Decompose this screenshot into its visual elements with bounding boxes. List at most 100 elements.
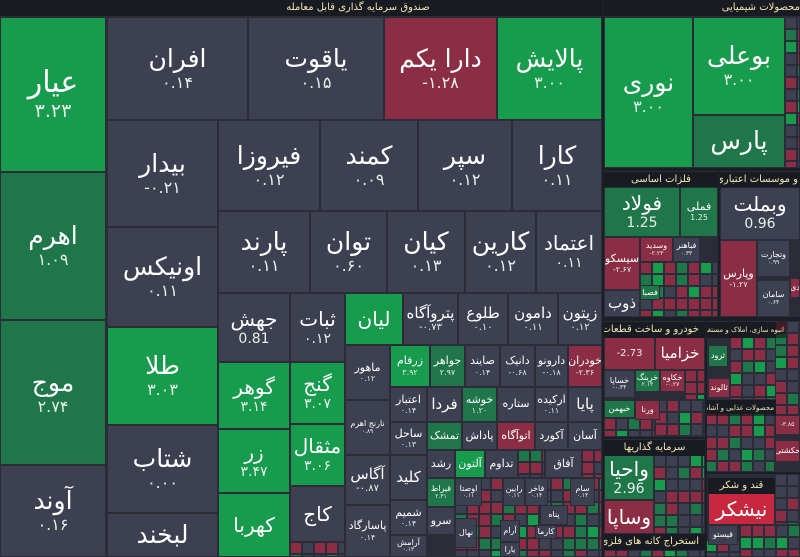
mosaic-cell[interactable] bbox=[785, 53, 797, 65]
mosaic-cell[interactable] bbox=[616, 430, 628, 437]
mosaic-cell[interactable] bbox=[690, 455, 702, 467]
mosaic-cell[interactable] bbox=[666, 527, 678, 534]
stock-tile[interactable]: کهربا bbox=[218, 493, 290, 557]
mosaic-cell[interactable] bbox=[754, 337, 766, 349]
mosaic-cell[interactable] bbox=[742, 385, 754, 397]
mosaic-cell[interactable] bbox=[491, 490, 503, 502]
mosaic-cell[interactable] bbox=[599, 514, 602, 526]
mosaic-cell[interactable] bbox=[539, 538, 551, 550]
mosaic-cell[interactable] bbox=[775, 369, 787, 381]
stock-tile[interactable]: ثرود bbox=[708, 345, 728, 367]
mosaic-cell[interactable] bbox=[604, 550, 616, 557]
mosaic-cell[interactable] bbox=[326, 542, 338, 554]
stock-tile[interactable]: نارنج اهرم ۰.۸۹ bbox=[345, 400, 390, 455]
mosaic-cell[interactable] bbox=[775, 393, 787, 405]
stock-tile[interactable]: توان ۰.۶۰ bbox=[310, 211, 387, 293]
mosaic-cell[interactable] bbox=[678, 467, 690, 479]
stock-tile[interactable]: فیروزا ۰.۱۲ bbox=[218, 120, 320, 211]
mosaic-cell[interactable] bbox=[752, 525, 764, 537]
mosaic-cell[interactable] bbox=[678, 491, 690, 503]
stock-tile[interactable]: سپر ۰.۱۲ bbox=[418, 120, 512, 211]
mosaic-cell[interactable] bbox=[688, 310, 700, 317]
mosaic-cell[interactable] bbox=[654, 503, 666, 515]
mosaic-cell[interactable] bbox=[785, 113, 797, 125]
stock-tile[interactable]: پارند ۰.۱۱ bbox=[218, 211, 310, 293]
mosaic-cell[interactable] bbox=[712, 310, 718, 317]
mosaic-cell[interactable] bbox=[688, 298, 700, 310]
stock-tile[interactable]: عیار ۳.۲۳ bbox=[0, 17, 106, 172]
mosaic-cell[interactable] bbox=[652, 310, 664, 317]
stock-tile[interactable]: نوری ۳.۰۰ bbox=[604, 17, 693, 168]
stock-tile[interactable]: آسان bbox=[568, 422, 602, 450]
mosaic-cell[interactable] bbox=[785, 29, 797, 41]
stock-tile[interactable]: ارکیده ۰.۱۱ bbox=[535, 387, 568, 422]
stock-tile[interactable]: خکاوه -۰.۲۷ bbox=[660, 370, 685, 392]
mosaic-cell[interactable] bbox=[654, 527, 666, 534]
mosaic-cell[interactable] bbox=[740, 537, 752, 549]
mosaic-cell[interactable] bbox=[787, 357, 799, 369]
mosaic-cell[interactable] bbox=[754, 349, 766, 361]
mosaic-cell[interactable] bbox=[712, 262, 718, 274]
mosaic-cell[interactable] bbox=[530, 474, 542, 478]
stock-tile[interactable]: تداوم bbox=[485, 450, 518, 478]
mosaic-cell[interactable] bbox=[775, 510, 787, 522]
stock-tile[interactable]: حکشتی bbox=[775, 440, 800, 462]
mosaic-cell[interactable] bbox=[775, 405, 787, 415]
stock-tile[interactable]: بیدار -۰.۲۱ bbox=[107, 120, 218, 227]
stock-tile[interactable]: پایا bbox=[568, 387, 602, 422]
stock-tile[interactable]: ثبات ۰.۱۲ bbox=[290, 293, 345, 362]
mosaic-cell[interactable] bbox=[338, 542, 345, 554]
mosaic-cell[interactable] bbox=[664, 310, 676, 317]
mosaic-cell[interactable] bbox=[787, 510, 799, 522]
stock-tile[interactable]: خساپا -۰.۳۴ bbox=[604, 370, 635, 398]
mosaic-cell[interactable] bbox=[667, 424, 679, 436]
mosaic-cell[interactable] bbox=[664, 262, 676, 274]
mosaic-cell[interactable] bbox=[717, 552, 729, 557]
stock-tile[interactable]: پناه bbox=[540, 505, 568, 525]
stock-tile[interactable]: نیشکر bbox=[708, 493, 775, 525]
stock-tile[interactable]: اهرم ۱.۰۹ bbox=[0, 172, 106, 320]
mosaic-cell[interactable] bbox=[754, 373, 766, 385]
mosaic-cell[interactable] bbox=[785, 17, 797, 29]
mosaic-cell[interactable] bbox=[676, 286, 688, 298]
mosaic-cell[interactable] bbox=[688, 286, 700, 298]
mosaic-cell[interactable] bbox=[676, 274, 688, 286]
mosaic-cell[interactable] bbox=[676, 310, 688, 317]
mosaic-cell[interactable] bbox=[582, 450, 594, 462]
stock-tile[interactable]: مثقال ۳.۰۶ bbox=[290, 424, 345, 486]
stock-tile[interactable]: موج ۲.۷۴ bbox=[0, 320, 106, 465]
mosaic-cell[interactable] bbox=[741, 461, 753, 472]
mosaic-cell[interactable] bbox=[527, 550, 539, 557]
stock-tile[interactable]: شتاب ۰.۰۰ bbox=[107, 425, 218, 513]
stock-tile[interactable]: جواهر ۲.۹۷ bbox=[430, 345, 465, 387]
mosaic-cell[interactable] bbox=[700, 262, 712, 274]
stock-tile[interactable]: فردا bbox=[427, 387, 462, 422]
stock-tile[interactable]: آکورد bbox=[535, 422, 568, 450]
mosaic-cell[interactable] bbox=[753, 437, 765, 449]
mosaic-cell[interactable] bbox=[628, 418, 640, 430]
mosaic-cell[interactable] bbox=[652, 430, 655, 437]
mosaic-cell[interactable] bbox=[575, 538, 587, 550]
mosaic-cell[interactable] bbox=[664, 286, 676, 298]
stock-tile[interactable]: ستاره bbox=[497, 387, 535, 422]
mosaic-cell[interactable] bbox=[775, 498, 787, 510]
mosaic-cell[interactable] bbox=[703, 412, 705, 424]
mosaic-cell[interactable] bbox=[702, 467, 705, 479]
mosaic-cell[interactable] bbox=[729, 425, 741, 437]
mosaic-cell[interactable] bbox=[697, 370, 705, 382]
mosaic-cell[interactable] bbox=[765, 449, 775, 461]
mosaic-cell[interactable] bbox=[455, 550, 467, 557]
mosaic-cell[interactable] bbox=[764, 537, 776, 549]
mosaic-cell[interactable] bbox=[302, 542, 314, 554]
stock-tile[interactable]: اونیکس ۰.۱۱ bbox=[107, 227, 218, 327]
stock-tile[interactable]: ثالوند bbox=[708, 378, 730, 398]
mosaic-cell[interactable] bbox=[785, 65, 797, 77]
mosaic-cell[interactable] bbox=[690, 527, 702, 534]
mosaic-cell[interactable] bbox=[664, 298, 676, 310]
stock-tile[interactable]: وساپا bbox=[604, 500, 654, 534]
mosaic-cell[interactable] bbox=[314, 542, 326, 554]
mosaic-cell[interactable] bbox=[753, 461, 765, 472]
mosaic-cell[interactable] bbox=[785, 89, 797, 101]
mosaic-cell[interactable] bbox=[754, 361, 766, 373]
stock-tile[interactable]: زیتون ۰.۱۲ bbox=[558, 293, 602, 345]
